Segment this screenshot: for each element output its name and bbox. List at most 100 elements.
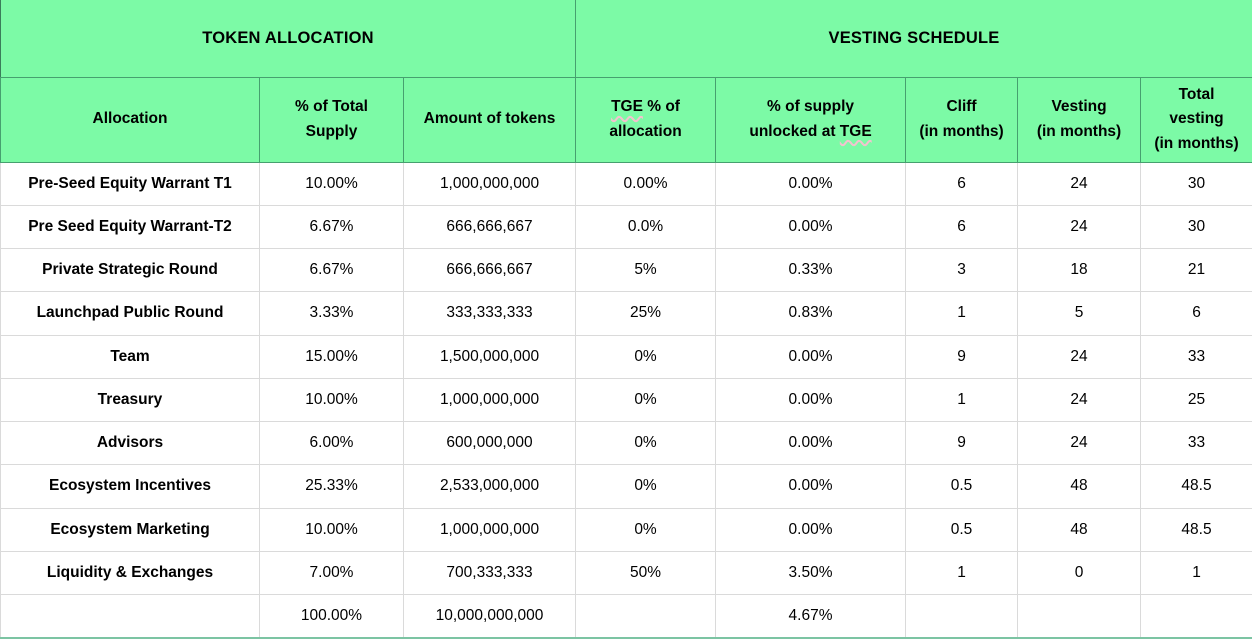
cell-allocation-name[interactable]: Liquidity & Exchanges <box>0 550 260 596</box>
column-header-tge-pct-of-allocation[interactable]: TGE % of allocation <box>575 76 717 163</box>
column-header-pct-supply-unlocked-at-tge[interactable]: % of supply unlocked at TGE <box>715 76 907 163</box>
cell-cliff-in-months[interactable] <box>905 594 1019 639</box>
cell-total-vesting-in-months[interactable] <box>1140 594 1252 639</box>
cell-allocation-name[interactable]: Treasury <box>0 377 260 423</box>
cell-pct-of-total-supply[interactable]: 10.00% <box>259 161 404 206</box>
cell-cliff-in-months[interactable]: 3 <box>905 248 1019 293</box>
cell-cliff-in-months[interactable]: 1 <box>905 377 1019 423</box>
cell-vesting-in-months[interactable]: 24 <box>1017 204 1142 250</box>
cell-cliff-in-months[interactable]: 1 <box>905 550 1019 596</box>
cell-cliff-in-months[interactable]: 6 <box>905 204 1019 250</box>
cell-tge-pct-of-allocation[interactable]: 0% <box>575 464 717 509</box>
cell-allocation-name[interactable]: Pre-Seed Equity Warrant T1 <box>0 161 260 206</box>
cell-tge-pct-of-allocation[interactable]: 0% <box>575 421 717 466</box>
cell-tge-pct-of-allocation[interactable]: 0.0% <box>575 204 717 250</box>
cell-tge-pct-of-allocation[interactable]: 5% <box>575 248 717 293</box>
cell-vesting-in-months[interactable]: 18 <box>1017 248 1142 293</box>
cell-pct-supply-unlocked-at-tge[interactable]: 0.33% <box>715 248 907 293</box>
cell-allocation-name[interactable]: Launchpad Public Round <box>0 291 260 336</box>
cell-pct-supply-unlocked-at-tge[interactable]: 0.00% <box>715 334 907 379</box>
column-header-allocation[interactable]: Allocation <box>0 76 260 163</box>
cell-allocation-name[interactable]: Ecosystem Marketing <box>0 507 260 552</box>
cell-pct-of-total-supply[interactable]: 3.33% <box>259 291 404 336</box>
cell-vesting-in-months[interactable]: 24 <box>1017 161 1142 206</box>
cell-cliff-in-months[interactable]: 0.5 <box>905 507 1019 552</box>
cell-pct-supply-unlocked-at-tge[interactable]: 0.00% <box>715 204 907 250</box>
cell-total-vesting-in-months[interactable]: 6 <box>1140 291 1252 336</box>
cell-amount-of-tokens[interactable]: 1,000,000,000 <box>402 161 577 206</box>
cell-vesting-in-months[interactable]: 24 <box>1017 421 1142 466</box>
cell-pct-of-total-supply[interactable]: 10.00% <box>259 507 404 552</box>
cell-amount-of-tokens[interactable]: 666,666,667 <box>402 248 577 293</box>
table-row: Launchpad Public Round 3.33% 333,333,333 25… <box>0 291 1252 336</box>
cell-pct-supply-unlocked-at-tge[interactable]: 3.50% <box>715 550 907 596</box>
cell-tge-pct-of-allocation[interactable]: 0% <box>575 334 717 379</box>
group-header-token-allocation[interactable]: TOKEN ALLOCATION <box>0 0 577 78</box>
cell-vesting-in-months[interactable]: 48 <box>1017 507 1142 552</box>
column-header-total-vesting-in-months[interactable]: Total vesting (in months) <box>1140 76 1252 163</box>
cell-allocation-name[interactable]: Advisors <box>0 421 260 466</box>
column-header-row: Allocation% of Total Supply Amount of tok… <box>0 76 1252 163</box>
cell-total-vesting-in-months[interactable]: 48.5 <box>1140 507 1252 552</box>
column-header-amount-of-tokens[interactable]: Amount of tokens <box>402 76 577 163</box>
cell-vesting-in-months[interactable] <box>1017 594 1142 639</box>
cell-amount-of-tokens[interactable]: 1,000,000,000 <box>402 507 577 552</box>
cell-tge-pct-of-allocation[interactable]: 0% <box>575 377 717 423</box>
cell-pct-supply-unlocked-at-tge[interactable]: 0.83% <box>715 291 907 336</box>
cell-pct-supply-unlocked-at-tge[interactable]: 0.00% <box>715 377 907 423</box>
cell-allocation-name[interactable] <box>0 594 260 639</box>
cell-allocation-name[interactable]: Pre Seed Equity Warrant-T2 <box>0 204 260 250</box>
cell-vesting-in-months[interactable]: 48 <box>1017 464 1142 509</box>
cell-pct-supply-unlocked-at-tge[interactable]: 0.00% <box>715 464 907 509</box>
cell-cliff-in-months[interactable]: 6 <box>905 161 1019 206</box>
cell-amount-of-tokens[interactable]: 333,333,333 <box>402 291 577 336</box>
column-header-pct-of-total-supply[interactable]: % of Total Supply <box>259 76 404 163</box>
cell-pct-supply-unlocked-at-tge[interactable]: 0.00% <box>715 507 907 552</box>
cell-total-vesting-in-months[interactable]: 1 <box>1140 550 1252 596</box>
cell-tge-pct-of-allocation[interactable]: 0.00% <box>575 161 717 206</box>
cell-allocation-name[interactable]: Private Strategic Round <box>0 248 260 293</box>
cell-tge-pct-of-allocation[interactable]: 25% <box>575 291 717 336</box>
cell-total-vesting-in-months[interactable]: 33 <box>1140 421 1252 466</box>
cell-total-vesting-in-months[interactable]: 33 <box>1140 334 1252 379</box>
cell-total-vesting-in-months[interactable]: 48.5 <box>1140 464 1252 509</box>
cell-allocation-name[interactable]: Ecosystem Incentives <box>0 464 260 509</box>
cell-pct-supply-unlocked-at-tge[interactable]: 0.00% <box>715 161 907 206</box>
cell-pct-of-total-supply[interactable]: 100.00% <box>259 594 404 639</box>
cell-vesting-in-months[interactable]: 5 <box>1017 291 1142 336</box>
cell-pct-supply-unlocked-at-tge[interactable]: 4.67% <box>715 594 907 639</box>
cell-cliff-in-months[interactable]: 0.5 <box>905 464 1019 509</box>
cell-cliff-in-months[interactable]: 9 <box>905 334 1019 379</box>
cell-pct-of-total-supply[interactable]: 15.00% <box>259 334 404 379</box>
cell-total-vesting-in-months[interactable]: 30 <box>1140 204 1252 250</box>
cell-amount-of-tokens[interactable]: 700,333,333 <box>402 550 577 596</box>
cell-pct-of-total-supply[interactable]: 10.00% <box>259 377 404 423</box>
cell-amount-of-tokens[interactable]: 600,000,000 <box>402 421 577 466</box>
cell-total-vesting-in-months[interactable]: 30 <box>1140 161 1252 206</box>
cell-pct-of-total-supply[interactable]: 6.67% <box>259 248 404 293</box>
cell-pct-supply-unlocked-at-tge[interactable]: 0.00% <box>715 421 907 466</box>
cell-total-vesting-in-months[interactable]: 25 <box>1140 377 1252 423</box>
cell-pct-of-total-supply[interactable]: 25.33% <box>259 464 404 509</box>
group-header-vesting-schedule[interactable]: VESTING SCHEDULE <box>575 0 1252 78</box>
cell-cliff-in-months[interactable]: 9 <box>905 421 1019 466</box>
cell-vesting-in-months[interactable]: 24 <box>1017 334 1142 379</box>
cell-amount-of-tokens[interactable]: 666,666,667 <box>402 204 577 250</box>
cell-amount-of-tokens[interactable]: 2,533,000,000 <box>402 464 577 509</box>
column-header-vesting-in-months[interactable]: Vesting (in months) <box>1017 76 1142 163</box>
cell-pct-of-total-supply[interactable]: 6.00% <box>259 421 404 466</box>
cell-amount-of-tokens[interactable]: 10,000,000,000 <box>402 594 577 639</box>
cell-allocation-name[interactable]: Team <box>0 334 260 379</box>
cell-cliff-in-months[interactable]: 1 <box>905 291 1019 336</box>
cell-amount-of-tokens[interactable]: 1,000,000,000 <box>402 377 577 423</box>
cell-total-vesting-in-months[interactable]: 21 <box>1140 248 1252 293</box>
cell-pct-of-total-supply[interactable]: 7.00% <box>259 550 404 596</box>
cell-pct-of-total-supply[interactable]: 6.67% <box>259 204 404 250</box>
column-header-cliff-in-months[interactable]: Cliff (in months) <box>905 76 1019 163</box>
cell-tge-pct-of-allocation[interactable]: 0% <box>575 507 717 552</box>
cell-vesting-in-months[interactable]: 0 <box>1017 550 1142 596</box>
cell-vesting-in-months[interactable]: 24 <box>1017 377 1142 423</box>
cell-tge-pct-of-allocation[interactable]: 50% <box>575 550 717 596</box>
cell-tge-pct-of-allocation[interactable] <box>575 594 717 639</box>
cell-amount-of-tokens[interactable]: 1,500,000,000 <box>402 334 577 379</box>
